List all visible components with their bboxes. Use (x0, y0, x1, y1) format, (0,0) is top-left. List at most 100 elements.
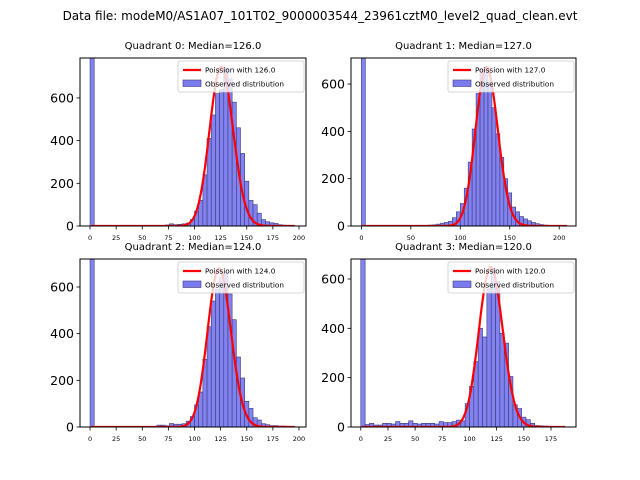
histogram-bar (482, 336, 488, 427)
x-tick-label: 200 (553, 234, 565, 242)
x-tick-label: 100 (188, 435, 200, 443)
x-tick-label: 25 (112, 435, 120, 443)
figure-title: Data file: modeM0/AS1A07_101T02_90000035… (62, 9, 578, 23)
legend-label-poisson: Poission with 127.0 (475, 66, 546, 75)
histogram-bar (89, 58, 95, 226)
legend-box (177, 60, 305, 93)
quadrant-2-plot: Quadrant 2: Median=124.0 0 25 50 75 100 125 150… (50, 242, 307, 443)
x-tick-label: 125 (214, 234, 226, 242)
x-tick-label: 100 (188, 234, 200, 242)
legend-bar-swatch (182, 280, 202, 288)
quadrant-1-plot: Quadrant 1: Median=127.0 0 50 100 150 200 0 200… (321, 41, 577, 242)
legend: Poission with 127.0 Observed distribution (447, 60, 575, 93)
quadrant-3-title: Quadrant 3: Median=120.0 (395, 242, 532, 253)
legend-label-poisson: Poission with 120.0 (475, 267, 546, 276)
axes-frame (350, 258, 577, 428)
x-tick-label: 75 (164, 435, 172, 443)
legend-label-poisson: Poission with 124.0 (205, 267, 276, 276)
legend: Poission with 124.0 Observed distribution (177, 261, 305, 294)
quadrant-1-title: Quadrant 1: Median=127.0 (395, 41, 532, 52)
histogram-bar (215, 289, 220, 427)
histogram-bar (210, 300, 216, 427)
y-tick-label: 200 (321, 370, 345, 385)
y-tick-label: 600 (321, 77, 345, 92)
histogram-bar (499, 332, 505, 427)
legend-bar-swatch (452, 79, 472, 87)
y-tick-label: 400 (321, 321, 345, 336)
x-tick-label: 50 (407, 234, 415, 242)
x-tick-label: 50 (411, 435, 419, 443)
x-tick-label: 0 (359, 234, 363, 242)
histogram-bar (219, 277, 225, 427)
histogram-bars (360, 259, 566, 427)
y-tick-label: 600 (321, 271, 345, 286)
axes-frame (79, 57, 307, 227)
y-tick-label: 200 (50, 176, 74, 191)
y-tick-label: 600 (50, 90, 74, 105)
histogram-bar (210, 114, 216, 226)
y-tick-label: 0 (66, 420, 74, 435)
poisson-fit-line (361, 266, 566, 427)
legend-label-observed: Observed distribution (205, 80, 284, 89)
x-tick-label: 50 (138, 234, 146, 242)
x-tick-label: 100 (463, 435, 475, 443)
x-tick-label: 0 (359, 435, 363, 443)
x-tick-label: 125 (490, 435, 502, 443)
x-tick-label: 150 (518, 435, 530, 443)
x-tick-label: 200 (293, 435, 305, 443)
x-tick-label: 0 (88, 435, 92, 443)
axes-frame (350, 57, 577, 227)
legend-label-observed: Observed distribution (475, 281, 554, 290)
y-tick-label: 200 (321, 171, 345, 186)
y-tick-label: 200 (50, 373, 74, 388)
x-tick-label: 150 (504, 234, 516, 242)
x-tick-label: 175 (267, 234, 279, 242)
quadrant-2-title: Quadrant 2: Median=124.0 (125, 242, 262, 253)
quadrant-3-plot: Quadrant 3: Median=120.0 0 25 50 75 100 125 150… (321, 242, 577, 443)
poisson-fit-line (91, 65, 295, 226)
histogram-bar (487, 83, 493, 226)
histogram-bars (89, 58, 296, 226)
quadrant-0-plot: Quadrant 0: Median=126.0 0 25 50 75 100 125 150… (50, 41, 307, 242)
x-tick-label: 150 (241, 435, 253, 443)
x-tick-label: 75 (438, 435, 446, 443)
x-tick-label: 175 (267, 435, 279, 443)
legend-bar-swatch (452, 280, 472, 288)
histogram-bar (89, 259, 95, 427)
y-tick-label: 400 (50, 133, 74, 148)
legend: Poission with 120.0 Observed distribution (447, 261, 575, 294)
x-tick-label: 175 (545, 435, 557, 443)
quadrant-0-title: Quadrant 0: Median=126.0 (125, 41, 262, 52)
x-tick-label: 75 (164, 234, 172, 242)
histogram-bar (486, 288, 492, 427)
x-tick-label: 100 (454, 234, 466, 242)
histogram-bar (477, 328, 483, 427)
histogram-bar (215, 93, 220, 226)
y-tick-label: 400 (50, 326, 74, 341)
y-tick-label: 600 (50, 280, 74, 295)
x-tick-label: 0 (88, 234, 92, 242)
x-tick-label: 150 (241, 234, 253, 242)
legend-label-observed: Observed distribution (475, 80, 554, 89)
x-tick-label: 25 (384, 435, 392, 443)
legend-box (447, 261, 575, 294)
legend-label-poisson: Poission with 126.0 (205, 66, 276, 75)
x-tick-label: 125 (214, 435, 226, 443)
legend-box (447, 60, 575, 93)
histogram-bar (219, 89, 225, 226)
legend-bar-swatch (182, 79, 202, 87)
legend-box (177, 261, 305, 294)
y-tick-label: 0 (66, 219, 74, 234)
histogram-bar (491, 107, 497, 226)
y-tick-label: 0 (337, 219, 345, 234)
x-tick-label: 200 (293, 234, 305, 242)
histogram-bar (206, 326, 212, 427)
axes-frame (79, 258, 307, 428)
y-tick-label: 400 (321, 124, 345, 139)
x-tick-label: 25 (112, 234, 120, 242)
x-tick-label: 50 (138, 435, 146, 443)
histogram-bar (360, 259, 366, 427)
legend-label-observed: Observed distribution (205, 281, 284, 290)
legend: Poission with 126.0 Observed distribution (177, 60, 305, 93)
